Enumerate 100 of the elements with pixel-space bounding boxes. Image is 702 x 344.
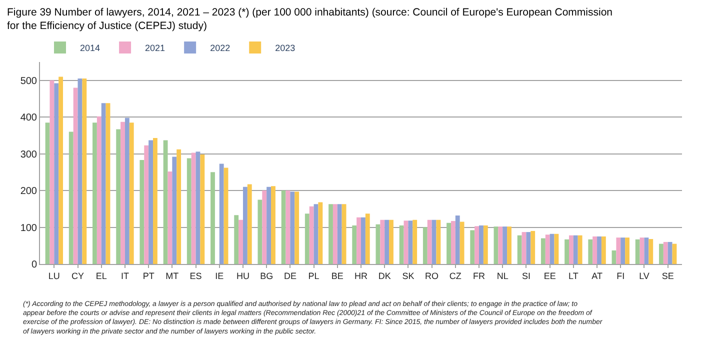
bar [266,186,272,264]
bar [412,220,418,264]
bar [101,103,106,264]
x-tick-label: SI [522,270,530,281]
bar [526,232,531,264]
bar [361,217,366,264]
x-tick-label: DE [284,270,296,281]
bar [352,225,357,264]
bar [446,222,451,264]
bar [376,224,380,264]
bar [50,80,54,264]
bar [54,83,59,264]
x-tick-label: SK [402,270,414,281]
bar [328,204,333,264]
bar [219,164,224,264]
bar [494,226,498,264]
bar [404,220,408,264]
bar [648,239,654,264]
legend-label: 2021 [145,43,166,54]
bar [517,235,522,264]
bar [96,116,102,264]
bar [172,156,177,264]
bar [455,216,460,264]
bar [470,230,475,264]
bar [450,221,456,264]
bar [153,138,158,264]
bar [384,220,390,264]
bar [210,172,215,264]
bar [290,192,295,264]
x-tick-label: HU [236,270,250,281]
bar [148,140,153,264]
chart-title: Figure 39 Number of lawyers, 2014, 2021 – 2023 (*) (per 100 000 inhabitants) (source: Council of Europe's European Commission for the Efficiency of Justice (CEPEJ) study) [7,6,613,32]
bar [644,238,649,264]
bar [234,215,239,264]
bar [238,220,243,264]
bar [427,220,432,264]
y-tick-label: 100 [20,222,38,234]
bar [304,214,310,264]
bar [588,239,593,264]
bar [612,250,616,264]
bar [58,76,64,264]
bar [168,171,172,264]
bar [286,190,290,264]
bar [507,226,512,264]
bar [365,214,370,264]
bar [380,220,385,264]
legend-label: 2022 [210,43,230,54]
bar [116,129,121,264]
bar [356,217,361,264]
bar [318,202,323,264]
x-tick-label: PT [142,270,155,281]
bar [129,122,134,264]
bar [483,225,488,264]
bar [176,149,182,264]
bar [658,244,664,264]
bar [554,234,559,264]
bar [314,204,318,264]
x-tick-label: LV [639,270,650,281]
x-tick-label: PL [308,270,320,281]
bar [140,160,144,264]
bar [242,186,248,264]
x-tick-label: AT [592,270,603,281]
bar [620,238,626,264]
bar [502,226,508,264]
y-tick-label: 400 [20,112,38,124]
bar [635,239,640,264]
bar [399,225,404,264]
bar [640,238,644,264]
x-tick-label: EE [544,270,556,281]
bar [332,204,338,264]
bar [573,235,578,264]
bar [663,242,668,264]
bar [545,234,550,264]
bar [342,204,346,264]
x-tick-label: LT [568,270,579,281]
bar [540,238,546,264]
y-tick-label: 200 [20,186,38,198]
bar [436,220,441,264]
x-tick-label: HR [354,270,368,281]
bar [474,226,480,264]
bar [601,236,606,264]
bar [625,238,630,264]
bar [78,78,82,264]
bar [616,238,621,264]
bar [224,168,228,264]
x-tick-label: IT [120,270,130,281]
bar [479,225,484,264]
bar [668,242,672,264]
x-tick-label: CZ [449,270,462,281]
bar [408,220,413,264]
bar [337,204,342,264]
x-tick-label: EL [96,270,107,281]
x-tick-label: BG [260,270,274,281]
bar [422,227,428,264]
bar [186,158,192,264]
bar [389,220,394,264]
bar [281,190,286,264]
bar [144,145,149,264]
y-tick-label: 0 [31,260,38,270]
bar [106,103,110,264]
